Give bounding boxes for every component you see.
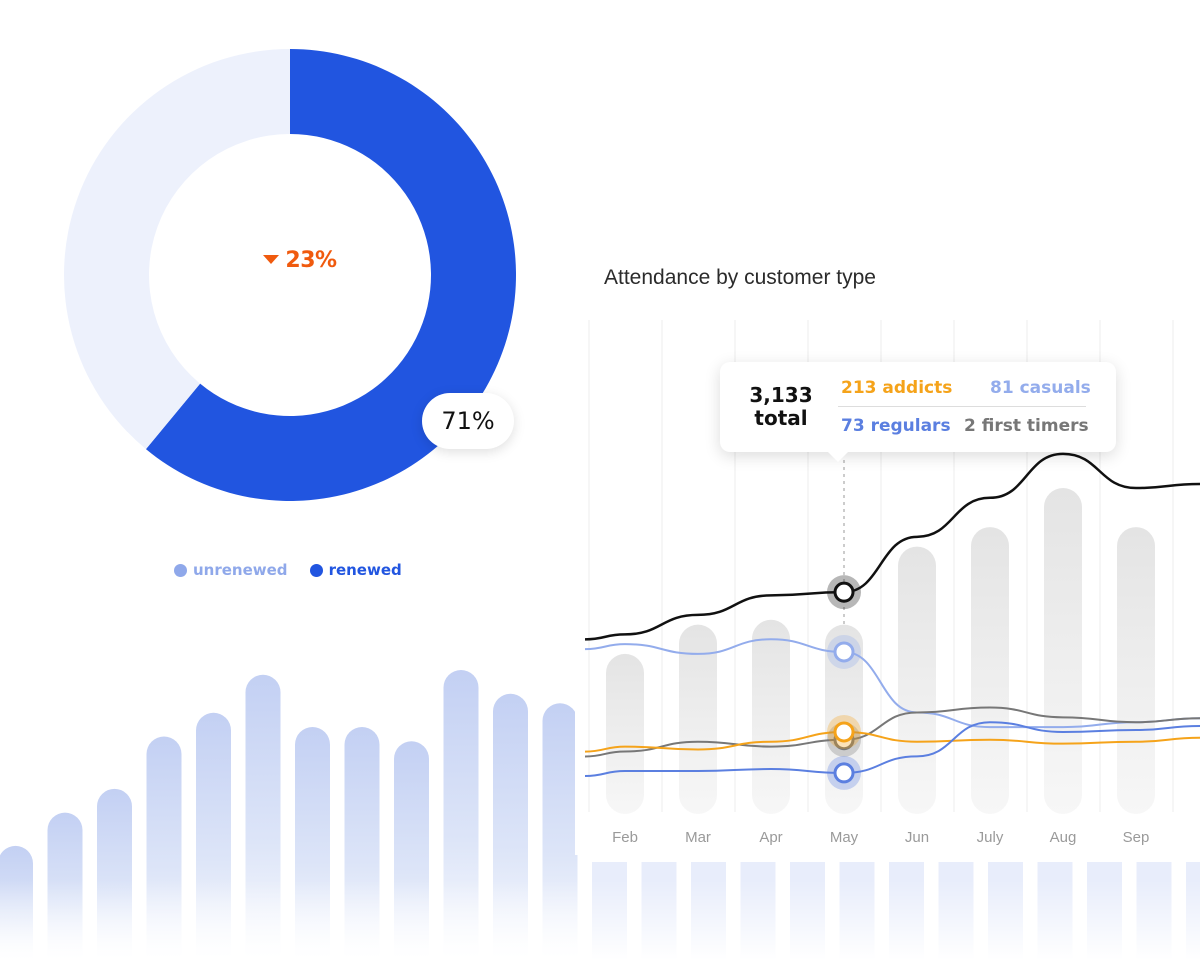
down-arrow-icon <box>263 254 280 264</box>
attendance-bar <box>606 653 644 814</box>
attendance-bar <box>679 624 717 814</box>
renewal-donut-chart <box>60 45 520 505</box>
x-tick-label: Jun <box>905 829 929 846</box>
attendance-bar <box>1117 527 1155 814</box>
renewed-percent-value: 71% <box>441 407 495 435</box>
attendance-tooltip: 3,133 total 213 addicts 81 casuals 73 re… <box>720 362 1116 462</box>
attendance-bar <box>825 624 863 814</box>
attendance-line-chart: Feb Mar Apr May Jun July Aug Sep <box>584 320 1200 846</box>
attendance-bar <box>1044 488 1082 814</box>
legend-label: unrenewed <box>193 561 288 579</box>
attendance-bar <box>752 619 790 814</box>
series-line-addicts <box>584 730 1200 753</box>
donut-slice-unrenewed <box>64 49 290 450</box>
x-tick-label: May <box>830 829 859 846</box>
change-indicator: 23% <box>230 248 370 273</box>
total-value: 3,133 <box>749 383 813 407</box>
chart-title: Attendance by customer type <box>604 266 876 289</box>
series-line-casuals <box>584 638 1200 729</box>
donut-legend: unrenewed renewed <box>174 561 402 579</box>
legend-label: renewed <box>328 561 402 579</box>
highlight-point-addicts[interactable] <box>833 721 855 743</box>
tooltip-first-timers: 2 first timers <box>964 416 1089 436</box>
legend-item-unrenewed: unrenewed <box>174 561 288 579</box>
x-tick-label: July <box>977 829 1004 846</box>
unrenewed-swatch-icon <box>174 563 187 577</box>
donut-slice-renewed <box>145 49 516 501</box>
x-tick-label: Mar <box>685 829 711 846</box>
tooltip-regulars: 73 regulars <box>841 416 951 436</box>
highlight-point-regulars[interactable] <box>833 762 855 784</box>
tooltip-casuals: 81 casuals <box>990 378 1091 398</box>
tooltip-divider <box>838 406 1086 407</box>
series-line-total <box>584 452 1200 641</box>
tooltip-total: 3,133 total <box>742 384 820 430</box>
x-tick-label: Aug <box>1050 829 1077 846</box>
change-value: 23% <box>285 248 337 273</box>
x-tick-label: Sep <box>1123 829 1150 846</box>
total-label: total <box>754 406 808 430</box>
series-line-regulars <box>584 721 1200 777</box>
highlight-point-casuals[interactable] <box>833 641 855 663</box>
series-line-first_timers <box>584 706 1200 758</box>
attendance-bar <box>971 527 1009 814</box>
renewed-percent-badge: 71% <box>422 393 514 449</box>
x-tick-label: Apr <box>759 829 782 846</box>
tooltip-addicts: 213 addicts <box>841 378 953 398</box>
legend-item-renewed: renewed <box>309 561 402 579</box>
attendance-bar <box>898 546 936 814</box>
highlight-point-total[interactable] <box>833 581 855 603</box>
renewed-swatch-icon <box>309 563 323 577</box>
x-tick-label: Feb <box>612 829 638 846</box>
